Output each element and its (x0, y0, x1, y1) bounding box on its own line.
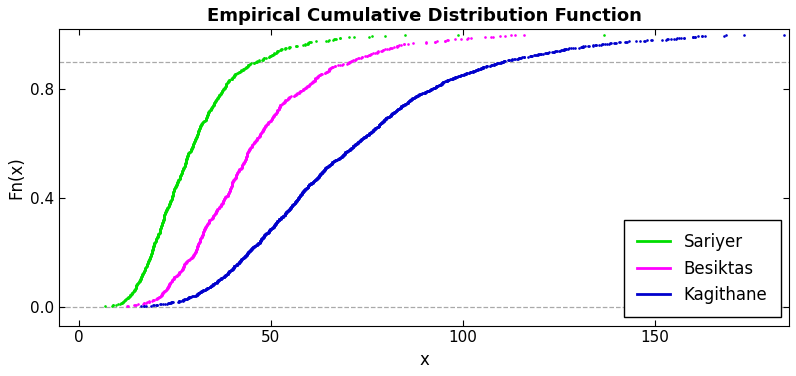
Y-axis label: Fn(x): Fn(x) (7, 156, 25, 199)
X-axis label: x: x (419, 351, 429, 369)
Title: Empirical Cumulative Distribution Function: Empirical Cumulative Distribution Functi… (207, 7, 642, 25)
Legend: Sariyer, Besiktas, Kagithane: Sariyer, Besiktas, Kagithane (623, 220, 781, 317)
